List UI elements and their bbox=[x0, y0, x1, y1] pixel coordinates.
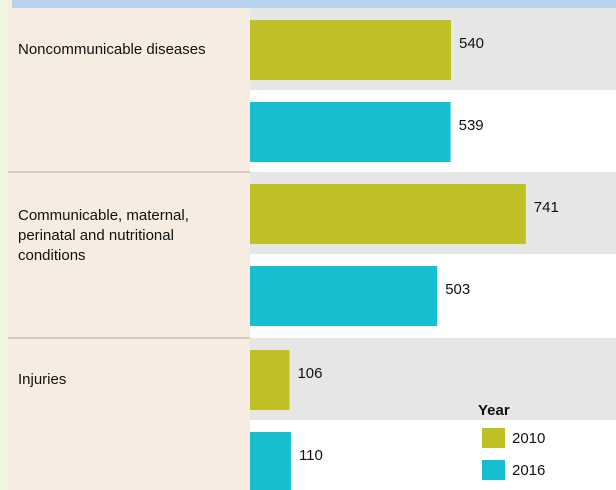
value-label: 106 bbox=[297, 365, 322, 382]
header-bar bbox=[12, 0, 616, 8]
legend-label: 2010 bbox=[512, 430, 545, 447]
bar bbox=[250, 184, 526, 244]
bar bbox=[250, 432, 291, 490]
legend-swatch bbox=[482, 460, 505, 480]
category-label: Injuries bbox=[18, 371, 67, 388]
legend-swatch bbox=[482, 428, 505, 448]
bar bbox=[250, 102, 451, 162]
category-label: Communicable, maternal, perinatal and nu… bbox=[18, 207, 189, 264]
value-label: 110 bbox=[299, 447, 323, 464]
category-panel bbox=[8, 0, 250, 490]
bar bbox=[250, 266, 438, 326]
legend-title: Year bbox=[478, 402, 510, 419]
value-label: 539 bbox=[459, 117, 484, 134]
category-label: Noncommunicable diseases bbox=[18, 41, 206, 58]
value-label: 503 bbox=[445, 281, 470, 298]
value-label: 741 bbox=[534, 199, 559, 216]
row-band bbox=[250, 338, 616, 420]
bar bbox=[250, 350, 290, 410]
left-strip bbox=[0, 0, 8, 490]
bar bbox=[250, 20, 451, 80]
legend-label: 2016 bbox=[512, 462, 545, 479]
value-label: 540 bbox=[459, 35, 484, 52]
